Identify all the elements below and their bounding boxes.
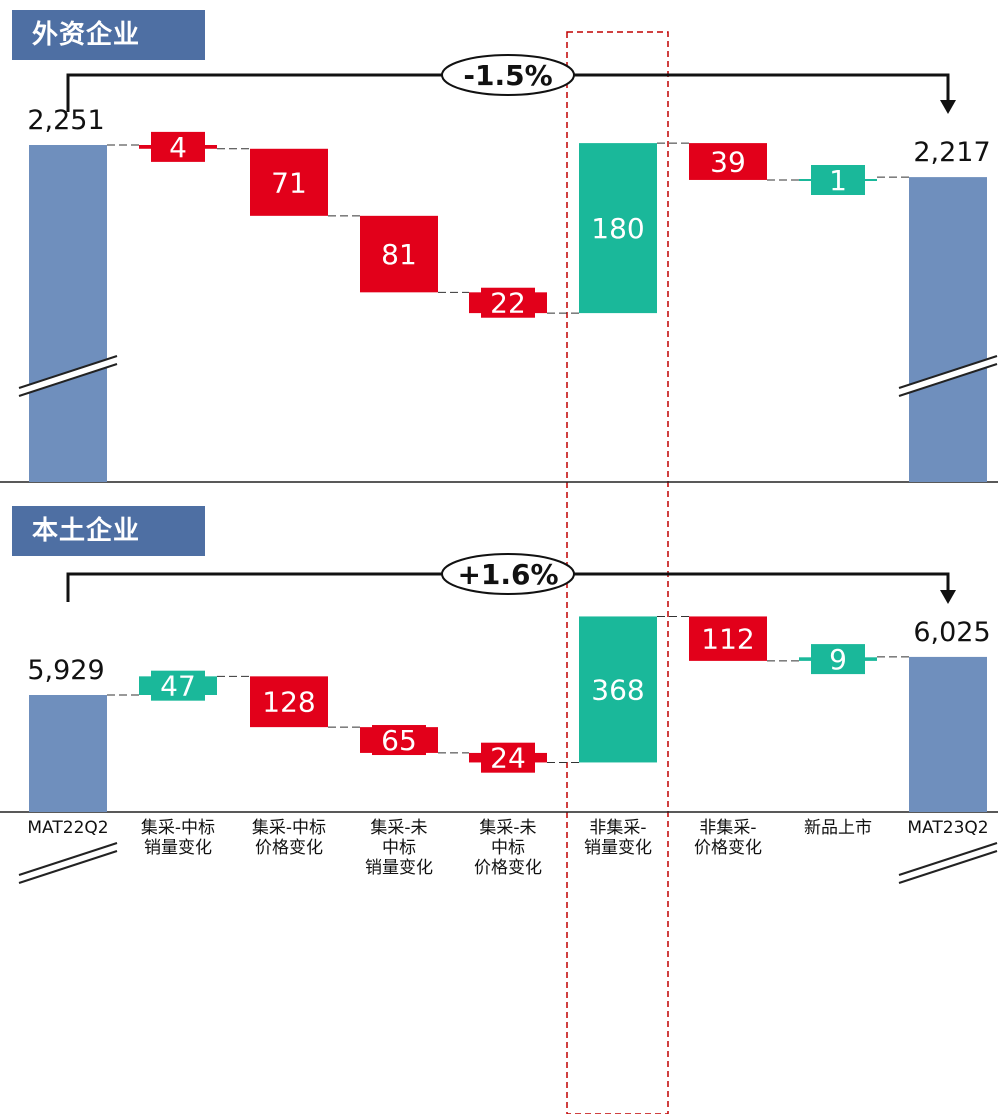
bar-end (909, 177, 987, 482)
arrow-head (940, 590, 956, 604)
category-label: 集采-中标 销量变化 (140, 818, 216, 858)
value-label: 81 (381, 238, 417, 271)
panel-2-title: 本土企业 (12, 506, 205, 556)
axis-break-gap (899, 356, 997, 396)
value-label-start: 2,251 (27, 105, 104, 136)
category-label: 非集采- 销量变化 (584, 818, 652, 858)
bar-delta-6 (689, 616, 767, 661)
bar-start (29, 145, 107, 482)
value-label: 4 (169, 131, 187, 164)
bar-delta-5 (579, 143, 657, 314)
change-ellipse (441, 553, 575, 595)
bar-delta-label-bg (481, 742, 535, 773)
category-label: 集采-未 中标 销量变化 (365, 818, 433, 878)
bar-start (29, 695, 107, 812)
axis-break-line (898, 363, 998, 397)
bar-delta-label-bg (481, 287, 535, 318)
value-label: 112 (701, 623, 754, 656)
axis-break-line (898, 842, 998, 876)
axis-break-line (18, 363, 118, 397)
value-label: 180 (591, 212, 644, 245)
change-label: -1.5% (463, 59, 552, 92)
value-label: 368 (591, 673, 644, 706)
axis-break-line (898, 850, 998, 884)
value-label: 9 (829, 643, 847, 676)
value-label-end: 2,217 (913, 137, 990, 168)
value-label: 128 (262, 686, 315, 719)
bar-delta-label-bg (372, 725, 426, 756)
axis-break-gap (19, 356, 117, 396)
axis-break-gap (19, 843, 117, 883)
category-label: MAT22Q2 (27, 818, 109, 838)
value-label: 71 (271, 166, 307, 199)
category-label: 集采-中标 价格变化 (251, 818, 327, 858)
axis-break-line (18, 842, 118, 876)
arrow-head (940, 100, 956, 114)
panel-1-title: 外资企业 (12, 10, 205, 60)
bar-delta-3 (360, 215, 438, 293)
axis-break-line (18, 355, 118, 389)
bar-delta-label-bg (811, 644, 865, 675)
value-label: 1 (829, 164, 847, 197)
category-label: 集采-未 中标 价格变化 (474, 818, 542, 878)
panel-2: 47 128 65 24 368 112 9 5,929 6,025 +1.6% (0, 553, 998, 884)
change-ellipse (441, 54, 575, 96)
bar-delta-label-bg (151, 670, 205, 701)
value-label-end: 6,025 (913, 617, 990, 648)
bar-delta-6 (689, 143, 767, 180)
category-label: MAT23Q2 (907, 818, 989, 838)
axis-break-line (18, 850, 118, 884)
bar-delta-label-bg (811, 165, 865, 195)
change-label: +1.6% (457, 558, 558, 591)
value-label: 22 (490, 287, 526, 320)
value-label: 24 (490, 742, 526, 775)
bar-delta-5 (579, 616, 657, 763)
value-label: 39 (710, 146, 746, 179)
bar-delta-2 (250, 148, 328, 216)
category-label: 非集采- 价格变化 (694, 818, 762, 858)
value-label: 47 (160, 670, 196, 703)
axis-break-gap (899, 843, 997, 883)
bar-delta-label-bg (151, 131, 205, 162)
value-label-start: 5,929 (27, 655, 104, 686)
bar-end (909, 656, 987, 812)
value-label: 65 (381, 724, 417, 757)
panel-1: 4 71 81 22 180 39 1 2,251 2,217 -1.5% (0, 54, 998, 483)
bar-delta-2 (250, 676, 328, 728)
axis-break-line (898, 355, 998, 389)
category-label: 新品上市 (804, 818, 872, 838)
